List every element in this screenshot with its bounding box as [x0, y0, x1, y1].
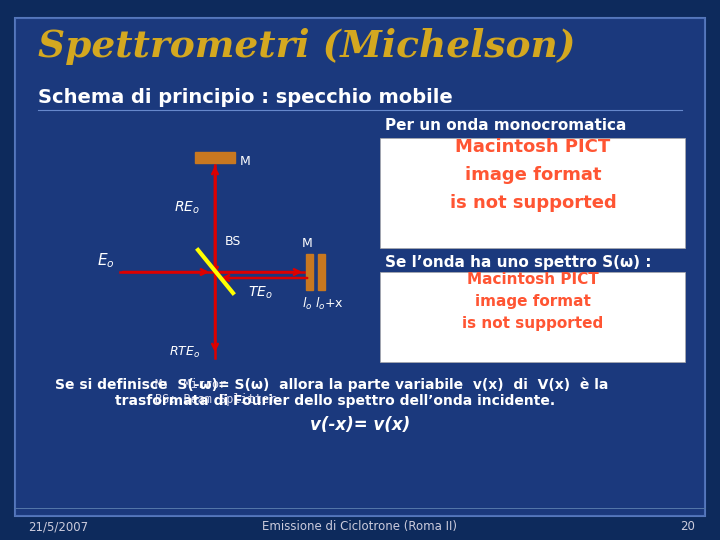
Text: BS: Beam Splitter: BS: Beam Splitter: [155, 393, 276, 406]
Text: M:  Mirror: M: Mirror: [155, 378, 226, 391]
Bar: [380, 138, 685, 248]
Text: Se l’onda ha uno spettro S(ω) :: Se l’onda ha uno spettro S(ω) :: [385, 255, 652, 270]
Text: Spettrometri (Michelson): Spettrometri (Michelson): [38, 28, 575, 65]
Text: $RTE_o$: $RTE_o$: [168, 345, 200, 360]
Text: Macintosh PICT
image format
is not supported: Macintosh PICT image format is not suppo…: [449, 138, 616, 212]
Text: Macintosh PICT
image format
is not supported: Macintosh PICT image format is not suppo…: [462, 272, 603, 332]
Text: Se si definisce  S(-ω)= S(ω)  allora la parte variabile  v(x)  di  V(x)  è la: Se si definisce S(-ω)= S(ω) allora la pa…: [55, 378, 608, 393]
Text: Emissione di Ciclotrone (Roma II): Emissione di Ciclotrone (Roma II): [263, 520, 457, 533]
Text: v(-x)= v(x): v(-x)= v(x): [310, 416, 410, 434]
Text: trasformata di Fourier dello spettro dell’onda incidente.: trasformata di Fourier dello spettro del…: [115, 394, 555, 408]
Bar: [195, 152, 235, 163]
Text: BS: BS: [225, 235, 241, 248]
Text: $E_o$: $E_o$: [97, 251, 115, 270]
Text: M: M: [240, 155, 251, 168]
Text: 21/5/2007: 21/5/2007: [28, 520, 88, 533]
Text: $l_o$: $l_o$: [302, 296, 312, 312]
Text: $TE_o$: $TE_o$: [248, 285, 273, 301]
Bar: [318, 254, 325, 290]
Text: M: M: [302, 237, 312, 250]
Bar: [306, 254, 313, 290]
Text: Schema di principio : specchio mobile: Schema di principio : specchio mobile: [38, 88, 453, 107]
Bar: [380, 272, 685, 362]
Text: Per un onda monocromatica: Per un onda monocromatica: [385, 118, 626, 133]
Text: $l_o$+x: $l_o$+x: [315, 296, 343, 312]
Text: 20: 20: [680, 520, 695, 533]
Text: $RE_o$: $RE_o$: [174, 200, 200, 217]
